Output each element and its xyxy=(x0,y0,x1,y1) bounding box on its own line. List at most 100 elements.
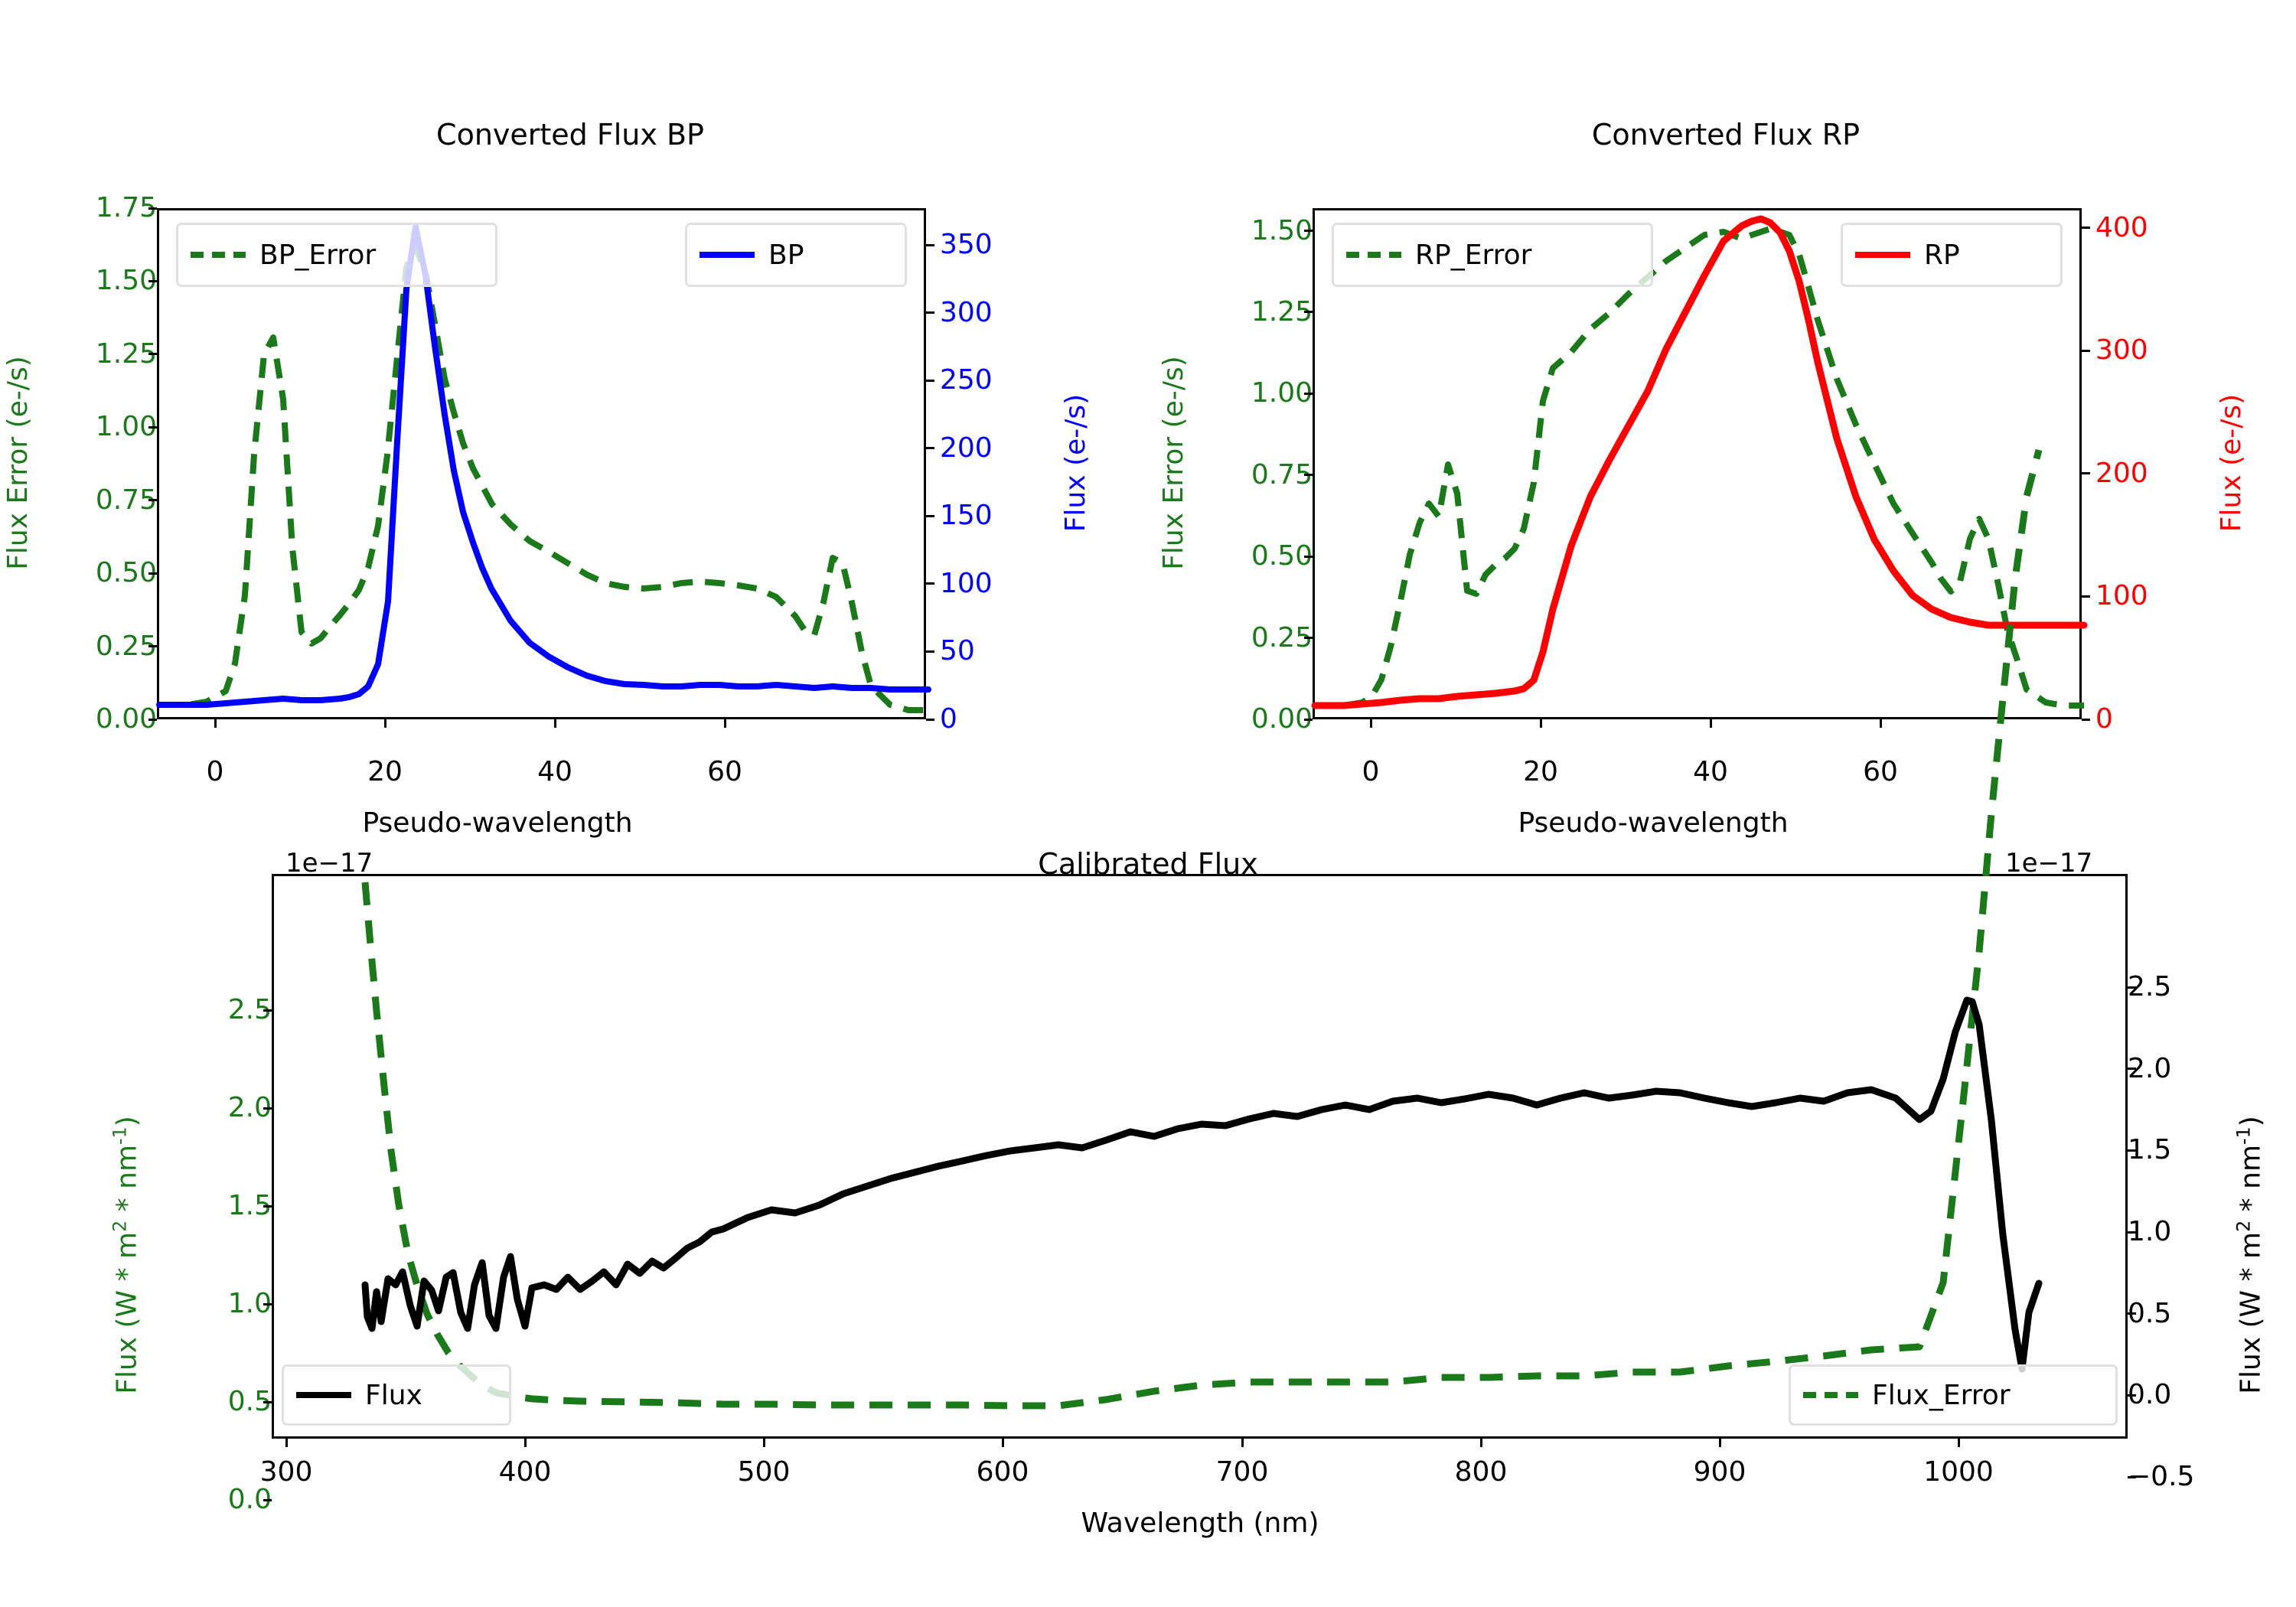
rp-tick-left-3 xyxy=(1304,474,1313,477)
calibrated-xtick-5: 800 xyxy=(1454,1456,1508,1488)
calibrated-xtick-6: 900 xyxy=(1693,1456,1746,1488)
rp-tick-right-3 xyxy=(2082,349,2090,352)
calibrated-ytick-left-4: 2.0 xyxy=(227,1092,272,1123)
calibrated-flux-error-legend[interactable]: Flux_Error xyxy=(1789,1364,2118,1426)
calibrated-xtick-2: 500 xyxy=(737,1456,791,1488)
bp-ytick-right-7: 350 xyxy=(940,229,993,260)
calibrated-plot-svg xyxy=(361,448,2043,1410)
calibrated-xtick-7: 1000 xyxy=(1923,1456,1994,1488)
bp-tick-left-6 xyxy=(148,279,157,282)
calibrated-tick-right-1 xyxy=(2128,1393,2136,1397)
calibrated-tick-left-3 xyxy=(263,1204,272,1208)
bp-tick-left-2 xyxy=(148,572,157,575)
bp-ytick-left-0: 0.00 xyxy=(95,703,157,735)
rp-tick-right-1 xyxy=(2082,595,2090,598)
calibrated-tick-right-5 xyxy=(2128,1068,2136,1071)
bp-tick-right-1 xyxy=(926,650,934,653)
rp-tick-right-4 xyxy=(2082,227,2090,230)
bp-ylabel-right: Flux (e-/s) xyxy=(1060,393,1091,533)
rp-xtick-0: 0 xyxy=(1362,756,1380,787)
rp-tick-bottom-2 xyxy=(1710,719,1712,728)
rp-tick-right-2 xyxy=(2082,472,2090,475)
calibrated-xtick-3: 600 xyxy=(976,1456,1029,1488)
calibrated-tick-bottom-1 xyxy=(524,1439,527,1447)
rp-ylabel-left: Flux Error (e-/s) xyxy=(1158,356,1189,570)
bp-tick-left-3 xyxy=(148,499,157,502)
calibrated-ylabel-right-p1: * nm xyxy=(2235,1144,2267,1221)
calibrated-ylabel-left-sup0: 2 xyxy=(109,1220,131,1232)
calibrated-left-offset-exponent: 1e−17 xyxy=(285,848,373,878)
calibrated-ytick-right-0: −0.5 xyxy=(2128,1461,2195,1492)
calibrated-ylabel-right-p0: Flux (W * m xyxy=(2235,1231,2267,1394)
rp-ytick-right-1: 100 xyxy=(2095,580,2148,612)
bp-tick-right-6 xyxy=(926,311,934,315)
rp-ytick-right-3: 300 xyxy=(2095,334,2148,367)
bp-xtick-2: 40 xyxy=(537,756,572,787)
bp-plot-svg xyxy=(156,223,931,713)
calibrated-tick-bottom-4 xyxy=(1241,1439,1244,1447)
bp-ytick-right-1: 50 xyxy=(940,635,975,667)
calibrated-plot-area: Flux Flux_Error xyxy=(272,448,2128,1439)
calibrated-ytick-left-0: 0.0 xyxy=(227,1484,272,1515)
rp-error-legend-label: RP_Error xyxy=(1415,239,1532,271)
calibrated-tick-left-0 xyxy=(263,1498,272,1501)
calibrated-ylabel-right-sup0: 2 xyxy=(2232,1220,2255,1232)
bp-tick-bottom-1 xyxy=(384,719,386,728)
bp-error-legend[interactable]: BP_Error xyxy=(176,223,497,287)
calibrated-xtick-1: 400 xyxy=(498,1456,552,1488)
rp-tick-left-2 xyxy=(1304,555,1313,558)
rp-error-legend[interactable]: RP_Error xyxy=(1332,223,1653,287)
bp-tick-left-7 xyxy=(148,207,157,210)
rp-ytick-left-1: 0.25 xyxy=(1251,621,1313,654)
calibrated-tick-left-4 xyxy=(263,1107,272,1110)
rp-flux-legend[interactable]: RP xyxy=(1841,223,2063,287)
bp-ytick-right-4: 200 xyxy=(940,432,993,464)
calibrated-tick-right-3 xyxy=(2128,1231,2136,1234)
rp-xtick-1: 20 xyxy=(1523,756,1558,787)
bp-tick-right-7 xyxy=(926,243,934,246)
rp-ytick-right-2: 200 xyxy=(2095,457,2148,489)
calibrated-xlabel: Wavelength (nm) xyxy=(1081,1508,1319,1539)
rp-xtick-2: 40 xyxy=(1693,756,1728,787)
bp-flux-legend[interactable]: BP xyxy=(685,223,907,287)
rp-plot-area: RP_Error RP xyxy=(1311,208,2088,719)
rp-ytick-left-6: 1.50 xyxy=(1251,214,1313,246)
rp-tick-left-1 xyxy=(1304,637,1313,640)
rp-tick-bottom-1 xyxy=(1540,719,1542,728)
rp-xtick-3: 60 xyxy=(1863,756,1898,787)
bp-tick-left-1 xyxy=(148,645,157,648)
bp-ytick-right-0: 0 xyxy=(940,703,957,735)
calibrated-tick-bottom-5 xyxy=(1480,1439,1482,1447)
calibrated-right-offset-exponent: 1e−17 xyxy=(2005,848,2093,878)
calibrated-flux-error-legend-label: Flux_Error xyxy=(1872,1379,2011,1411)
calibrated-ytick-left-2: 1.0 xyxy=(227,1288,272,1319)
calibrated-tick-right-6 xyxy=(2128,986,2136,989)
bp-ytick-left-2: 0.50 xyxy=(95,557,157,589)
calibrated-flux-error-curve xyxy=(361,448,2043,1410)
calibrated-ylabel-right-sup1: -1 xyxy=(2232,1126,2255,1145)
panel-converted-flux-bp: Converted Flux BP 0.00 0.25 0.50 0.75 1.… xyxy=(0,107,1140,857)
bp-ytick-left-1: 0.25 xyxy=(95,630,157,662)
bp-tick-right-3 xyxy=(926,514,934,517)
calibrated-tick-bottom-6 xyxy=(1719,1439,1721,1447)
calibrated-tick-left-2 xyxy=(263,1302,272,1305)
bp-tick-bottom-0 xyxy=(214,719,217,728)
bp-tick-right-0 xyxy=(926,718,934,721)
calibrated-tick-right-0 xyxy=(2128,1475,2136,1478)
bp-flux-legend-label: BP xyxy=(768,239,804,271)
calibrated-ytick-left-1: 0.5 xyxy=(227,1386,272,1417)
bp-xtick-3: 60 xyxy=(707,756,742,787)
bp-ytick-right-6: 300 xyxy=(940,296,993,328)
bp-tick-left-5 xyxy=(148,353,157,356)
bp-plot-area: BP_Error BP xyxy=(156,208,931,719)
calibrated-flux-legend[interactable]: Flux xyxy=(282,1364,511,1426)
panel-calibrated-flux: Calibrated Flux 1e−17 1e−17 0.0 0.5 1.0 … xyxy=(0,448,2296,1607)
rp-ytick-left-2: 0.50 xyxy=(1251,540,1313,572)
bp-xlabel: Pseudo-wavelength xyxy=(362,807,633,839)
bp-ytick-left-4: 1.00 xyxy=(95,411,157,443)
calibrated-tick-right-4 xyxy=(2128,1149,2136,1152)
calibrated-ylabel-left-p1: * nm xyxy=(111,1144,143,1221)
calibrated-tick-right-2 xyxy=(2128,1312,2136,1315)
rp-tick-bottom-0 xyxy=(1370,719,1372,728)
calibrated-tick-bottom-3 xyxy=(1002,1439,1004,1447)
